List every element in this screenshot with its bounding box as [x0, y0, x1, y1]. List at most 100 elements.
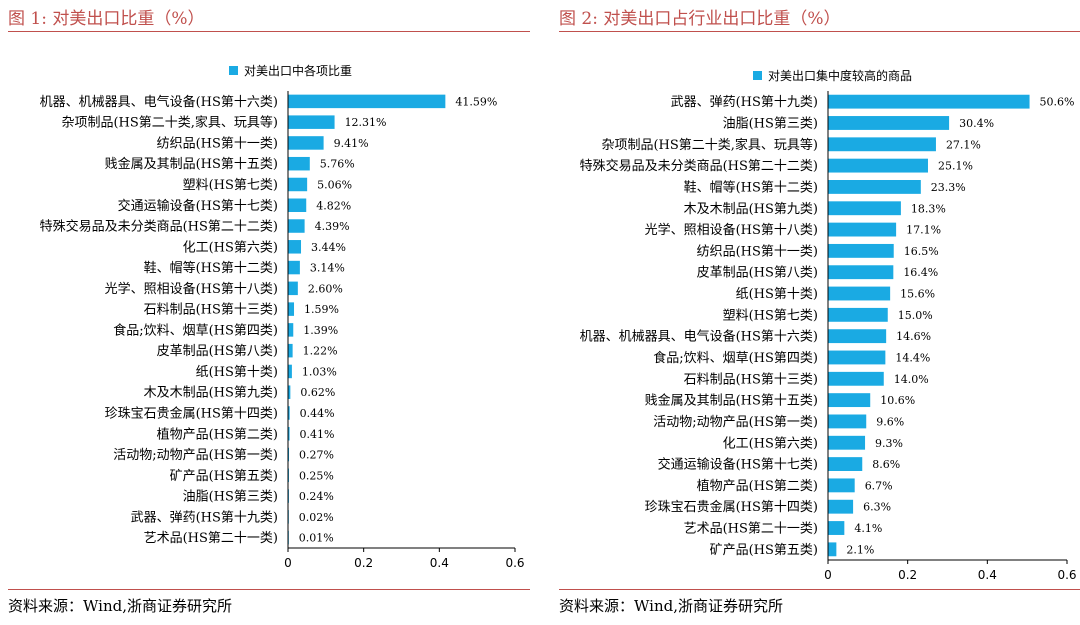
data-label-13: 14.4% — [895, 351, 930, 364]
category-label-1: 武器、弹药(HS第十九类) — [671, 95, 818, 110]
bar-5 — [288, 177, 308, 192]
category-label-18: 交通运输设备(HS第十七类) — [658, 457, 818, 473]
data-label-9: 3.14% — [310, 262, 345, 275]
figure-1-source: 资料来源：Wind,浙商证券研究所 — [8, 597, 232, 615]
category-label-22: 矿产品(HS第五类) — [710, 543, 818, 558]
bar-15 — [828, 393, 871, 408]
data-label-5: 5.06% — [317, 178, 352, 191]
data-label-1: 50.6% — [1040, 96, 1075, 109]
data-label-20: 0.24% — [299, 490, 334, 503]
data-label-14: 14.0% — [894, 373, 929, 386]
figure-2-bottom-rule — [559, 589, 1080, 590]
data-label-4: 5.76% — [320, 158, 355, 171]
category-label-21: 武器、弹药(HS第十九类) — [131, 510, 278, 525]
data-label-21: 0.02% — [299, 511, 334, 524]
category-label-15: 木及木制品(HS第九类) — [144, 386, 278, 401]
data-label-9: 16.4% — [903, 266, 938, 279]
data-label-14: 1.03% — [302, 365, 337, 378]
figure-1-panel: 图 1: 对美出口比重（%） 对美出口中各项比重 机器、机械器具、电气设备(HS第… — [0, 0, 530, 625]
category-label-14: 纸(HS第十类) — [196, 365, 278, 380]
data-label-4: 25.1% — [938, 160, 973, 173]
category-label-14: 石料制品(HS第十三类) — [684, 372, 818, 387]
category-label-5: 塑料(HS第七类) — [183, 178, 278, 193]
data-label-3: 27.1% — [946, 138, 981, 151]
bar-12 — [828, 329, 887, 344]
category-label-17: 植物产品(HS第二类) — [157, 427, 278, 442]
data-label-15: 10.6% — [880, 394, 915, 407]
data-label-2: 30.4% — [959, 117, 994, 130]
bar-11 — [288, 302, 295, 316]
category-label-20: 珍珠宝石贵金属(HS第十四类) — [645, 499, 818, 515]
bar-20 — [828, 499, 854, 514]
category-label-17: 化工(HS第六类) — [723, 436, 818, 451]
bar-10 — [288, 281, 298, 296]
data-label-5: 23.3% — [931, 181, 966, 194]
bar-13 — [288, 343, 293, 358]
data-label-12: 14.6% — [896, 330, 931, 343]
category-label-2: 油脂(HS第三类) — [723, 116, 818, 131]
data-label-18: 0.27% — [299, 449, 334, 462]
category-label-6: 交通运输设备(HS第十七类) — [118, 198, 278, 214]
category-label-10: 纸(HS第十类) — [736, 287, 818, 302]
bar-16 — [288, 406, 290, 420]
data-label-22: 0.01% — [299, 532, 334, 545]
data-label-18: 8.6% — [872, 458, 900, 471]
figure-1-bottom-rule — [8, 589, 530, 590]
figure-2-top-rule — [559, 31, 1080, 32]
bar-17 — [828, 435, 866, 450]
bar-11 — [828, 307, 888, 322]
category-label-19: 植物产品(HS第二类) — [697, 479, 818, 494]
category-label-13: 食品;饮料、烟草(HS第四类) — [653, 350, 818, 366]
bar-6 — [828, 201, 901, 216]
bar-9 — [288, 260, 300, 275]
category-label-12: 机器、机械器具、电气设备(HS第十六类) — [580, 329, 818, 345]
data-label-10: 15.6% — [900, 288, 935, 301]
data-label-17: 0.41% — [300, 428, 335, 441]
category-label-8: 化工(HS第六类) — [183, 240, 278, 255]
bar-18 — [828, 457, 863, 471]
figure-2-panel: 图 2: 对美出口占行业出口比重（%） 对美出口集中度较高的商品 武器、弹药(HS… — [551, 0, 1080, 625]
data-label-3: 9.41% — [334, 137, 369, 150]
category-label-18: 活动物;动物产品(HS第一类) — [113, 448, 278, 463]
category-label-4: 贱金属及其制品(HS第十五类) — [105, 156, 278, 172]
category-label-21: 艺术品(HS第二十一类) — [684, 522, 818, 537]
data-label-6: 4.82% — [316, 199, 351, 212]
x-tick-label-1: 0 — [824, 568, 832, 582]
bar-3 — [828, 137, 936, 152]
bar-4 — [288, 156, 310, 171]
category-label-9: 鞋、帽等(HS第十二类) — [144, 260, 278, 276]
category-label-3: 杂项制品(HS第二十类,家具、玩具等) — [601, 137, 818, 153]
category-label-3: 纺织品(HS第十一类) — [157, 136, 278, 151]
category-label-5: 鞋、帽等(HS第十二类) — [684, 179, 818, 195]
bar-1 — [288, 94, 446, 109]
bar-2 — [288, 115, 335, 129]
category-label-16: 珍珠宝石贵金属(HS第十四类) — [105, 405, 278, 421]
data-label-8: 3.44% — [311, 241, 346, 254]
x-tick-label-4: 0.6 — [1057, 568, 1076, 582]
category-label-7: 特殊交易品及未分类商品(HS第二十二类) — [40, 219, 278, 235]
data-label-22: 2.1% — [846, 543, 874, 556]
bar-9 — [828, 265, 894, 280]
category-label-7: 光学、照相设备(HS第十八类) — [645, 222, 818, 238]
bar-17 — [288, 426, 290, 441]
x-tick-label-4: 0.6 — [505, 556, 524, 570]
bar-8 — [828, 243, 894, 258]
data-label-19: 6.7% — [865, 479, 893, 492]
bar-6 — [288, 198, 307, 213]
data-label-17: 9.3% — [875, 437, 903, 450]
bar-18 — [288, 447, 290, 462]
data-label-6: 18.3% — [911, 202, 946, 215]
data-label-13: 1.22% — [303, 345, 338, 358]
category-label-9: 皮革制品(HS第八类) — [697, 266, 818, 281]
category-label-6: 木及木制品(HS第九类) — [684, 202, 818, 217]
data-label-11: 15.0% — [898, 309, 933, 322]
data-label-8: 16.5% — [904, 245, 939, 258]
bar-5 — [828, 180, 921, 194]
bar-14 — [828, 371, 884, 386]
category-label-19: 矿产品(HS第五类) — [170, 469, 278, 484]
x-tick-label-2: 0.2 — [898, 568, 917, 582]
category-label-11: 石料制品(HS第十三类) — [144, 303, 278, 318]
category-label-4: 特殊交易品及未分类商品(HS第二十二类) — [580, 158, 818, 174]
bar-16 — [828, 414, 867, 429]
